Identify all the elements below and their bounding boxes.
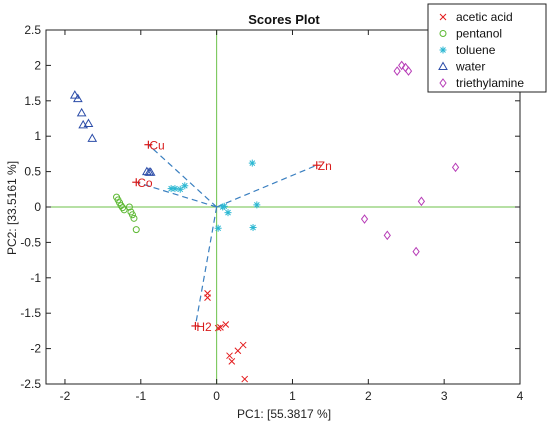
loading-vector-zn [216, 164, 317, 208]
data-point [404, 66, 413, 76]
y-tick-label: -2 [30, 342, 41, 356]
data-point [220, 202, 228, 210]
legend-label: acetic acid [456, 10, 513, 24]
loading-marker-zn [312, 161, 321, 170]
data-point [87, 133, 98, 142]
data-point [119, 204, 127, 212]
loading-vectors: Cu Co Zn H2 [132, 139, 332, 334]
legend-marker [439, 46, 447, 54]
series-pentanol [113, 193, 140, 234]
data-point [204, 294, 211, 301]
data-point [239, 341, 247, 349]
legend-box [427, 3, 547, 93]
chart-title: Scores Plot [248, 12, 320, 27]
loading-vector-cu [147, 144, 218, 208]
legend-label: pentanol [456, 27, 502, 41]
series-triethylamine [360, 60, 460, 257]
loading-label-zn: Zn [318, 159, 332, 173]
legend-entry: triethylamine [439, 76, 524, 90]
data-point [241, 375, 249, 383]
legend-marker [438, 61, 448, 70]
data-point [226, 352, 233, 360]
loading-marker-h2 [191, 321, 200, 330]
legend-marker [439, 30, 447, 37]
x-tick-label: -2 [60, 389, 71, 403]
data-point [125, 203, 133, 211]
data-point [171, 185, 179, 193]
series-water [69, 90, 156, 176]
data-point [130, 214, 138, 222]
x-axis-label: PC1: [55.3817 %] [237, 407, 331, 421]
legend-label: triethylamine [456, 76, 524, 90]
data-point [214, 324, 222, 332]
data-point [248, 159, 256, 167]
data-point [249, 224, 257, 232]
loading-marker-co [132, 178, 141, 187]
x-tick-label: 0 [213, 389, 220, 403]
data-point [412, 246, 420, 257]
y-tick-label: 1.5 [24, 94, 41, 108]
data-point [181, 182, 189, 190]
legend-entry: pentanol [439, 27, 502, 41]
data-point [253, 201, 261, 209]
y-tick-label: 0.5 [24, 165, 41, 179]
data-point [383, 230, 391, 241]
series-layer [69, 60, 460, 383]
series-acetic-acid [204, 290, 249, 383]
y-tick-label: -1.5 [20, 306, 41, 320]
legend-label: toluene [456, 43, 496, 57]
y-tick-label: 2.5 [24, 23, 41, 37]
data-point [222, 321, 230, 328]
legend-entry: acetic acid [439, 10, 513, 24]
y-tick-label: 2 [34, 58, 41, 72]
data-point [132, 226, 140, 234]
x-tick-label: 3 [441, 389, 448, 403]
x-tick-label: 4 [517, 389, 524, 403]
data-point [76, 107, 87, 117]
data-point [228, 357, 236, 365]
x-tick-label: 2 [365, 389, 372, 403]
loading-vector-h2 [194, 206, 218, 327]
legend-marker [439, 78, 447, 88]
y-tick-label: 0 [34, 200, 41, 214]
y-tick-label: -2.5 [20, 377, 41, 391]
data-point [224, 209, 232, 217]
loading-label-cu: Cu [149, 139, 164, 153]
legend-entry: toluene [439, 43, 496, 57]
data-point [69, 90, 80, 99]
x-tick-label: -1 [135, 389, 146, 403]
data-point [451, 162, 460, 173]
loading-marker-cu [144, 140, 153, 149]
data-point [128, 211, 136, 219]
data-point [120, 206, 128, 214]
data-point [360, 214, 369, 224]
data-point [417, 196, 426, 207]
x-tick-label: 1 [289, 389, 296, 403]
data-point [393, 66, 401, 76]
y-tick-label: 1 [34, 129, 41, 143]
data-point [234, 347, 242, 355]
legend-marker [439, 13, 447, 21]
data-point [83, 118, 94, 127]
y-tick-label: -0.5 [20, 235, 41, 249]
loading-label-h2: H2 [196, 320, 212, 334]
legend: acetic acid pentanol toluene water triethyla… [427, 3, 547, 93]
y-axis-label: PC2: [33.5161 %] [5, 161, 19, 255]
legend-entry: water [438, 60, 485, 74]
data-point [214, 224, 222, 232]
legend-label: water [455, 60, 485, 74]
loading-vector-co [136, 181, 217, 208]
data-point [145, 167, 156, 176]
series-toluene [167, 159, 261, 232]
y-axis-ticks: -2.5 -2 -1.5 -1 -0.5 0 0.5 1 1.5 2 2.5 [20, 23, 520, 391]
loading-label-co: Co [137, 176, 153, 190]
data-point [217, 324, 224, 331]
y-tick-label: -1 [30, 271, 41, 285]
data-point [176, 185, 184, 193]
data-point [398, 60, 406, 71]
data-point [72, 93, 83, 103]
